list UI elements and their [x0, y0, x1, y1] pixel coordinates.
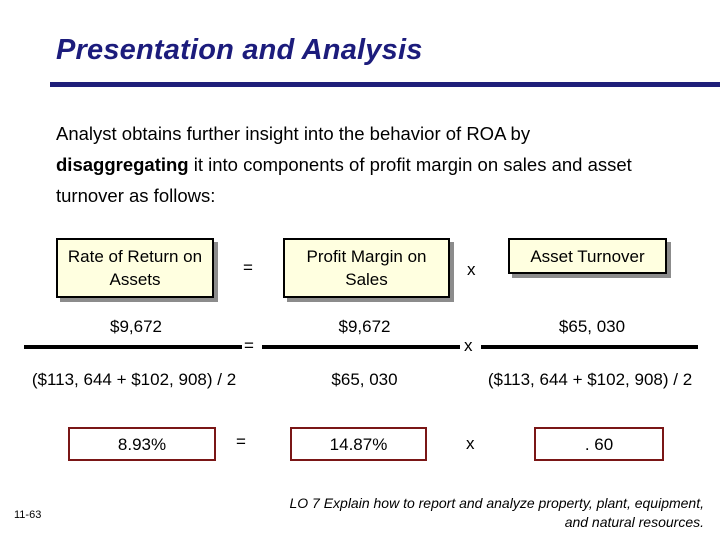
profit-margin-result-box: 14.87% — [290, 427, 427, 461]
slide-number: 11-63 — [14, 509, 42, 521]
slide-title: Presentation and Analysis — [56, 34, 423, 66]
profit-margin-fraction-line — [262, 345, 460, 349]
fraction-times-sign: x — [464, 336, 473, 355]
profit-margin-result-value: 14.87% — [329, 434, 388, 454]
roa-fraction-line — [24, 345, 242, 349]
roa-header-label: Rate of Return on Assets — [67, 247, 203, 289]
fraction-equals-sign: = — [244, 336, 254, 355]
asset-turnover-numerator: $65, 030 — [558, 317, 626, 336]
asset-turnover-result-value: . 60 — [584, 434, 614, 454]
roa-result-value: 8.93% — [117, 434, 167, 454]
asset-turnover-header-box: Asset Turnover — [508, 238, 667, 274]
roa-header-box: Rate of Return on Assets — [56, 238, 214, 298]
roa-result-box: 8.93% — [68, 427, 216, 461]
asset-turnover-header-label: Asset Turnover — [530, 246, 645, 266]
profit-margin-header-box: Profit Margin on Sales — [283, 238, 450, 298]
header-equals-sign: = — [243, 258, 253, 277]
header-times-sign: x — [467, 260, 476, 279]
intro-bold-word: disaggregating — [56, 154, 189, 175]
profit-margin-denominator: $65, 030 — [331, 370, 398, 389]
intro-paragraph: Analyst obtains further insight into the… — [56, 118, 676, 211]
intro-lead: Analyst obtains further insight into the… — [56, 123, 531, 144]
intro-rest: it into components of profit margin on s… — [56, 154, 632, 206]
asset-turnover-result-box: . 60 — [534, 427, 664, 461]
title-underline — [50, 82, 720, 87]
asset-turnover-fraction-line — [481, 345, 698, 349]
learning-objective: LO 7 Explain how to report and analyze p… — [289, 495, 704, 530]
profit-margin-header-label: Profit Margin on Sales — [306, 247, 427, 289]
asset-turnover-denominator: ($113, 644 + $102, 908) / 2 — [487, 370, 693, 389]
roa-numerator: $9,672 — [110, 317, 162, 336]
result-equals-sign: = — [236, 432, 246, 451]
roa-denominator: ($113, 644 + $102, 908) / 2 — [31, 370, 237, 389]
result-times-sign: x — [466, 434, 475, 453]
profit-margin-numerator: $9,672 — [338, 317, 391, 336]
